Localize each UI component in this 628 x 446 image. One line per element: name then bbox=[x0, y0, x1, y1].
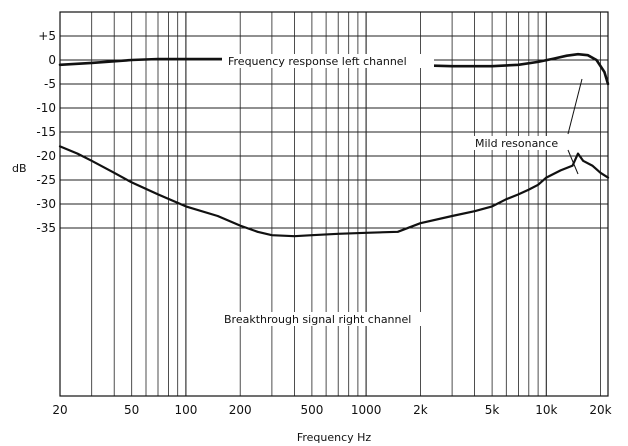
right-channel-point bbox=[491, 205, 493, 208]
left-channel-point bbox=[537, 61, 539, 63]
x-tick-label: 1000 bbox=[351, 403, 382, 417]
y-tick-label: -10 bbox=[36, 101, 56, 115]
left-channel-point bbox=[157, 58, 159, 60]
right-channel-point bbox=[577, 152, 579, 155]
left-channel-point bbox=[491, 65, 493, 68]
right-channel-point bbox=[239, 224, 242, 227]
x-axis-title: Frequency Hz bbox=[297, 431, 372, 444]
right-channel-point bbox=[396, 230, 399, 233]
x-tick-label: 100 bbox=[174, 403, 197, 417]
annotation-left-bg bbox=[222, 54, 434, 68]
right-channel-point bbox=[419, 222, 422, 225]
right-channel-point bbox=[271, 234, 273, 237]
right-channel-point bbox=[337, 232, 340, 235]
right-channel-point bbox=[545, 176, 548, 179]
plot-frame bbox=[59, 11, 609, 397]
right-channel-point bbox=[599, 171, 602, 174]
right-channel-point bbox=[293, 235, 296, 238]
right-channel-point bbox=[256, 230, 259, 233]
left-channel-point bbox=[517, 63, 520, 66]
annotation-left-channel: Frequency response left channel bbox=[228, 55, 407, 68]
annotation-resonance-bg bbox=[470, 136, 574, 150]
right-channel-point bbox=[451, 215, 453, 217]
right-channel-point bbox=[582, 159, 584, 162]
left-channel-point bbox=[595, 59, 598, 61]
x-tick-label: 20 bbox=[52, 403, 67, 417]
right-channel-point bbox=[473, 210, 476, 213]
resonance-pointer-lower bbox=[567, 149, 579, 175]
right-channel-point bbox=[113, 171, 116, 174]
left-channel-point bbox=[607, 83, 609, 85]
annotation-mild-resonance: Mild resonance bbox=[475, 137, 558, 150]
annotation-right-channel: Breakthrough signal right channel bbox=[224, 313, 411, 326]
grid bbox=[59, 12, 608, 396]
x-tick-label: 200 bbox=[229, 403, 252, 417]
left-channel-point bbox=[577, 53, 579, 56]
right-channel-point bbox=[537, 183, 539, 186]
y-tick-label: -20 bbox=[36, 149, 56, 163]
right-channel-point bbox=[185, 205, 187, 208]
left-channel-point bbox=[185, 58, 187, 60]
series-layer bbox=[58, 52, 610, 238]
right-channel-point bbox=[59, 145, 61, 148]
right-channel-point bbox=[216, 215, 219, 217]
right-channel-point bbox=[76, 152, 79, 155]
left-channel-point bbox=[130, 59, 133, 61]
right-channel-point bbox=[571, 164, 574, 167]
y-tick-label: -35 bbox=[36, 221, 56, 235]
left-channel-point bbox=[552, 57, 555, 60]
resonance-pointer-upper bbox=[567, 78, 583, 135]
x-tick-label: 10k bbox=[535, 403, 557, 417]
y-tick-label: 0 bbox=[48, 53, 56, 67]
right-channel-point bbox=[157, 193, 159, 196]
y-tick-label: +5 bbox=[38, 29, 56, 43]
left-channel-point bbox=[603, 71, 606, 73]
right-channel-point bbox=[130, 181, 133, 184]
right-channel-point bbox=[559, 169, 562, 172]
y-axis-title: dB bbox=[12, 162, 27, 175]
y-tick-label: -15 bbox=[36, 125, 56, 139]
left-channel-point bbox=[451, 65, 453, 68]
y-tick-label: -30 bbox=[36, 197, 56, 211]
x-tick-label: 5k bbox=[485, 403, 500, 417]
right-channel-point bbox=[365, 231, 367, 234]
x-tick-label: 2k bbox=[413, 403, 428, 417]
right-channel-point bbox=[607, 176, 609, 179]
right-channel-point bbox=[527, 188, 530, 191]
y-tick-label: -25 bbox=[36, 173, 56, 187]
series-right-channel-line bbox=[58, 145, 610, 238]
right-channel-point bbox=[311, 234, 313, 237]
left-channel-point bbox=[59, 63, 61, 66]
x-tick-label: 20k bbox=[589, 403, 611, 417]
x-tick-labels: 20 50 100 200 500 1000 2k 5k 10k 20k bbox=[52, 403, 611, 417]
right-channel-point bbox=[591, 164, 594, 167]
right-channel-point bbox=[90, 159, 93, 162]
left-channel-point bbox=[565, 54, 568, 57]
left-channel-point bbox=[586, 54, 589, 57]
y-tick-label: -5 bbox=[44, 77, 56, 91]
right-channel-point bbox=[517, 193, 520, 196]
right-channel-point bbox=[505, 198, 508, 201]
left-channel-point bbox=[90, 62, 93, 64]
x-tick-label: 50 bbox=[124, 403, 139, 417]
x-tick-label: 500 bbox=[300, 403, 323, 417]
y-tick-labels: +5 0 -5 -10 -15 -20 -25 -30 -35 bbox=[36, 29, 56, 235]
annotation-right-bg bbox=[220, 312, 440, 326]
